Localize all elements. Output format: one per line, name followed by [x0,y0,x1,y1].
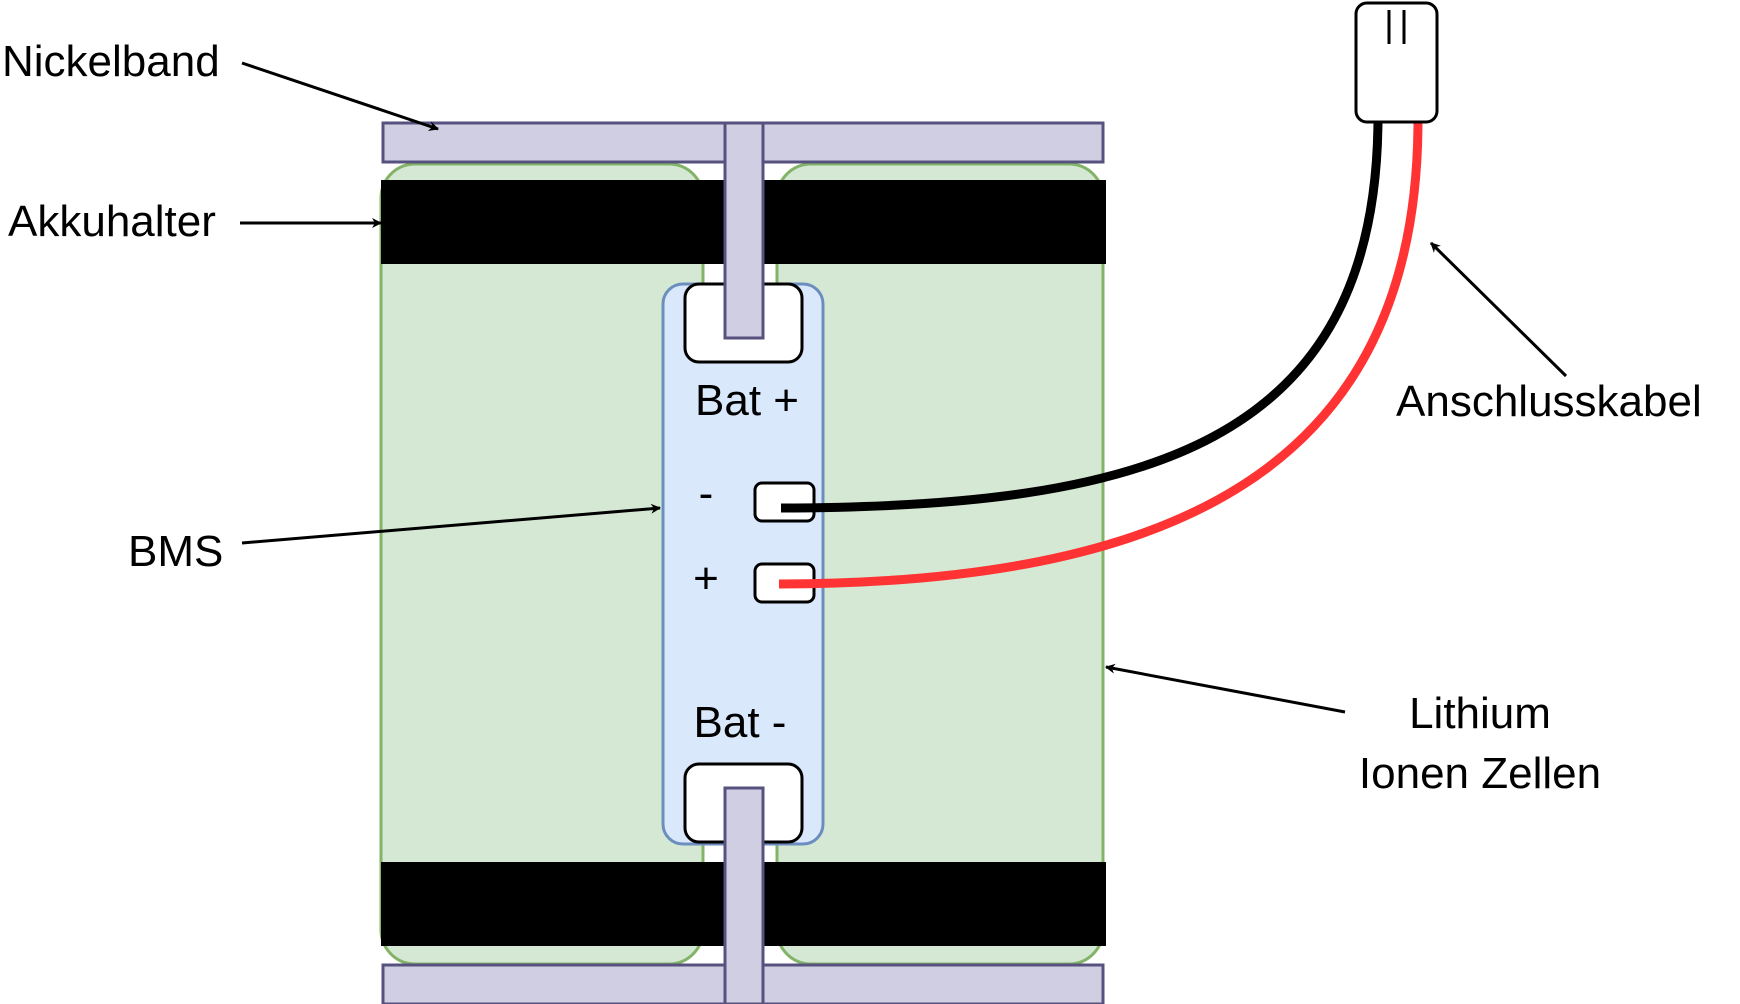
arrow-nickelband [241,61,439,131]
label-pad-plus: + [693,554,719,603]
label-bms: BMS [128,527,223,576]
connector-plug [1354,1,1439,124]
cable-wire-negative [780,119,1383,513]
arrow-bms [241,503,661,545]
cable-wire-positive [778,119,1423,589]
label-pad-minus: - [699,469,714,518]
label-lithium-line1: Lithium [1409,689,1551,738]
label-nickelband: Nickelband [2,37,220,86]
lithium-cell-left [379,162,705,966]
label-akkuhalter: Akkuhalter [8,197,216,246]
lithium-cell-right [775,162,1105,966]
label-bat-minus: Bat - [694,698,787,747]
output-pad-negative [753,481,816,523]
nickel-strip-top-tab [723,121,765,340]
label-bat-plus: Bat + [695,376,799,425]
arrow-lithium-cells [1105,663,1346,714]
label-anschlusskabel: Anschlusskabel [1396,377,1702,426]
label-lithium-line2: Ionen Zellen [1359,749,1601,798]
nickel-strip-bottom-tab [723,786,765,1004]
arrow-anschlusskabel [1429,241,1568,378]
